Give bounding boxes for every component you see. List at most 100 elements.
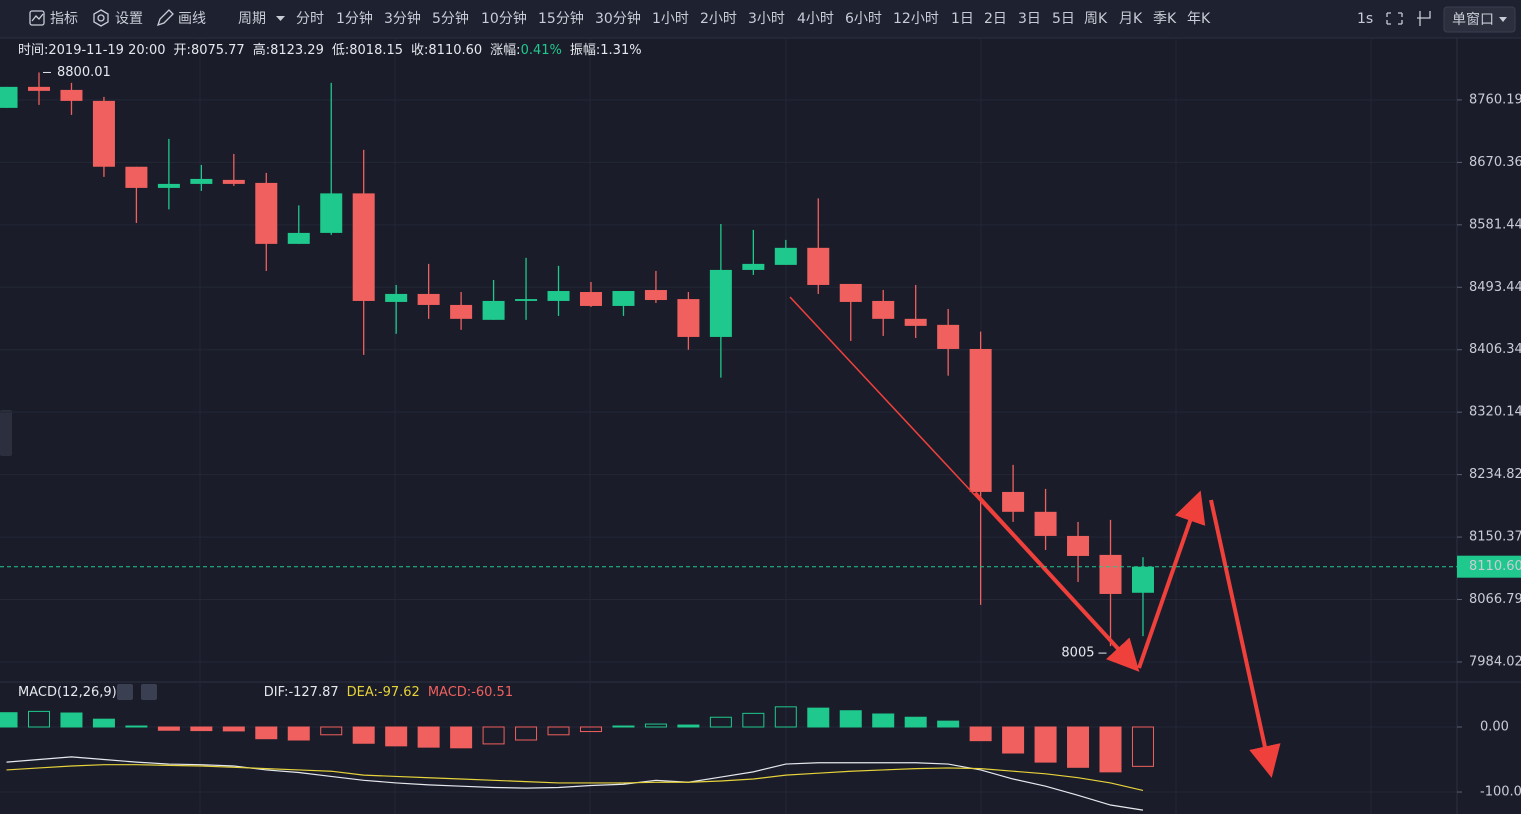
macd-bar [157,726,180,731]
y-tick-label: 7984.02 [1469,654,1521,669]
candle-body [60,89,83,101]
period[interactable]: 6小时 [845,11,882,27]
period[interactable]: 月K [1119,11,1143,27]
period[interactable]: 4小时 [797,11,834,27]
candle-body [515,299,538,301]
toolbar-icons [29,9,1431,27]
macd-legend: MACD(12,26,9) DIF:-127.87 DEA:-97.62 MACD:-… [18,685,513,700]
candle-body [287,232,310,244]
period[interactable]: 周K [1084,11,1108,27]
dropdown-icon [1499,17,1507,22]
macd-bar [937,720,960,728]
period[interactable]: 3分钟 [384,10,421,27]
period[interactable]: 1分钟 [336,10,373,27]
macd-bar [677,724,700,728]
period[interactable]: 3小时 [748,11,785,27]
candle-body [417,293,440,305]
candle-body [1034,511,1057,536]
candle-body [839,283,862,302]
candle-body [774,247,797,265]
period[interactable]: 30分钟 [595,10,641,27]
window-mode-button[interactable] [1443,6,1516,33]
legend-name: DIF: [264,685,289,700]
candle-body [1099,554,1122,594]
macd-bar [807,707,830,728]
candle-body [255,182,278,244]
period[interactable]: 1日 [951,11,974,27]
candle-body [742,263,765,270]
macd-bar [709,716,732,728]
candle-body [969,348,992,492]
ohlc-info: 时间:2019-11-19 20:00 开:8075.77 高:8123.29 低:8… [18,42,642,58]
macd-bar [255,726,278,740]
y-tick-label: 8670.36 [1469,155,1521,170]
side-tab[interactable] [0,410,12,456]
macd-bar [92,718,115,728]
y-tick-label: 8406.34 [1469,342,1521,357]
period[interactable]: 1小时 [652,11,689,27]
macd-bar [125,725,148,728]
candle-body [482,300,505,320]
candle-body [547,291,570,301]
max-label: 8800.01 [57,65,111,80]
candle-body [612,291,635,306]
period[interactable]: 15分钟 [538,10,584,27]
info-value: 8075.77 [191,43,245,58]
period[interactable]: 5分钟 [432,10,469,27]
info-value: 8123.29 [270,43,324,58]
candle-body [1131,566,1154,593]
period[interactable]: 2日 [984,11,1007,27]
tools: 指标 设置 画线 [50,11,206,27]
period[interactable]: 年K [1187,11,1211,27]
macd-bar [644,723,667,728]
y-tick-label: 8493.44 [1469,280,1521,295]
period-dropdown [276,16,285,21]
period-label[interactable]: 周期 [238,11,266,27]
candle-body [937,324,960,349]
macd-bar [60,712,83,728]
interval[interactable]: 1s [1357,11,1373,27]
candle-body [904,318,927,326]
window-mode[interactable]: 单窗口 [1452,11,1494,28]
macd-title: MACD(12,26,9) [18,685,117,700]
period[interactable]: 季K [1153,11,1177,27]
legend-value: -97.62 [378,685,420,700]
candle-body [579,292,602,306]
macd-bar [28,710,50,728]
period[interactable]: 10分钟 [481,10,527,27]
tool[interactable]: 设置 [115,11,143,27]
info-label: 高: [253,42,270,58]
info-label: 涨幅: [490,43,520,58]
candle-body [677,299,700,337]
period[interactable]: 12小时 [893,11,939,27]
min-label: 8005 [1061,646,1094,661]
period[interactable]: 3日 [1018,11,1041,27]
period[interactable]: 分时 [296,11,324,27]
last-price-label: 8110.60 [1469,559,1521,574]
macd-bar [385,726,408,747]
y-tick-label: 8066.79 [1469,592,1521,607]
period[interactable]: 2小时 [700,11,737,27]
macd-bar [1131,726,1154,767]
macd-bar [1067,726,1090,768]
period[interactable]: 5日 [1052,11,1075,27]
macd-bar [1034,726,1057,763]
legend-value: -60.51 [471,685,513,700]
tool[interactable]: 指标 [50,11,78,27]
y-tick-label: -100.00 [1480,785,1521,800]
close-icon[interactable] [141,684,157,700]
candle-body [222,179,245,184]
candle-body [872,300,895,319]
candle-body [807,247,830,285]
info-label: 振幅: [570,43,600,58]
tool[interactable]: 画线 [178,11,206,27]
candle-body [0,86,18,108]
candle-body [92,100,115,167]
macd-bar [579,726,602,733]
y-tick-label: 8234.82 [1469,467,1521,482]
settings-icon[interactable] [117,684,133,700]
info-label: 低: [332,43,349,58]
info-value: 8018.15 [349,43,403,58]
